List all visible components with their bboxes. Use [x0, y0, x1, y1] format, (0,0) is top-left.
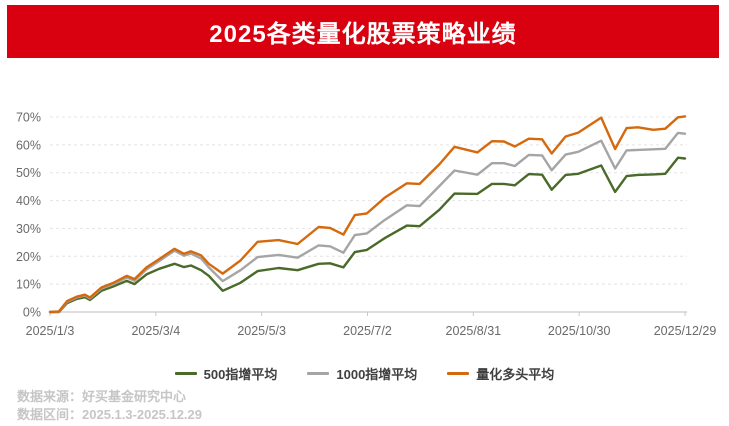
legend-item-1000-index-enhanced: 1000指增平均	[307, 364, 417, 383]
data-range-text: 数据区间：2025.1.3-2025.12.29	[17, 406, 202, 422]
legend-item-quant-long: 量化多头平均	[447, 364, 554, 383]
legend-item-500-index-enhanced: 500指增平均	[174, 364, 278, 383]
y-tick-label: 20%	[16, 250, 41, 264]
gray-line-swatch-icon	[307, 371, 330, 375]
series-line-0	[48, 156, 687, 314]
x-tick-label: 2025/10/30	[548, 324, 611, 338]
x-tick-label: 2025/3/4	[131, 324, 180, 338]
y-tick-label: 50%	[16, 166, 41, 180]
chart-legend: 500指增平均 1000指增平均 量化多头平均	[0, 362, 729, 384]
legend-label: 1000指增平均	[336, 366, 418, 382]
series-line-2	[48, 115, 687, 314]
y-tick-label: 10%	[16, 278, 41, 292]
x-tick-label: 2025/7/2	[343, 324, 392, 338]
footer-notes: 数据来源：好买基金研究中心 数据区间：2025.1.3-2025.12.29	[17, 388, 202, 423]
y-tick-label: 60%	[16, 138, 41, 152]
y-tick-label: 0%	[23, 306, 41, 320]
x-tick-label: 2025/8/31	[446, 324, 502, 338]
legend-label: 量化多头平均	[476, 366, 555, 382]
series-line-1	[48, 131, 687, 314]
x-tick-label: 2025/12/29	[654, 324, 717, 338]
green-line-swatch-icon	[174, 371, 197, 375]
legend-label: 500指增平均	[203, 366, 278, 382]
y-tick-label: 30%	[16, 222, 41, 236]
data-source-text: 数据来源：好买基金研究中心	[17, 389, 187, 404]
x-tick-label: 2025/1/3	[26, 324, 75, 338]
y-tick-label: 70%	[16, 111, 41, 125]
orange-line-swatch-icon	[447, 371, 470, 375]
page-title: 2025各类量化股票策略业绩	[209, 21, 517, 48]
title-banner: 2025各类量化股票策略业绩	[7, 5, 719, 58]
y-tick-label: 40%	[16, 194, 41, 208]
x-tick-label: 2025/5/3	[237, 324, 286, 338]
